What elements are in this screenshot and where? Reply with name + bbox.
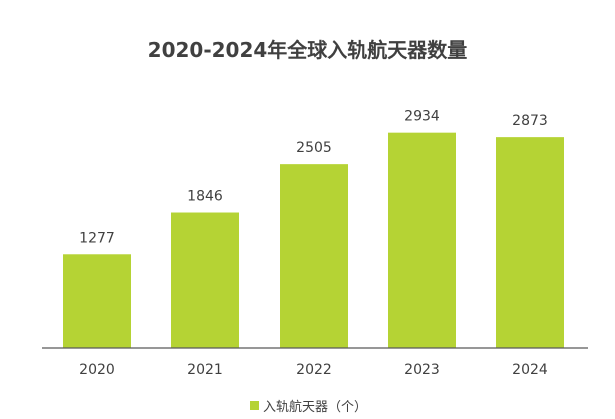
- legend-label: 入轨航天器（个）: [263, 400, 368, 415]
- data-label-2024: 2873: [512, 113, 548, 129]
- data-label-2023: 2934: [404, 109, 440, 125]
- bar-2021: [171, 212, 239, 348]
- legend: 入轨航天器（个）: [250, 396, 367, 415]
- bar-2024: [496, 137, 564, 348]
- bars-group: [63, 132, 564, 348]
- data-label-2021: 1846: [187, 189, 223, 205]
- data-labels-group: 1277 1846 2505 2934 2873: [79, 109, 548, 247]
- x-tick-label-2020: 2020: [79, 362, 115, 378]
- bar-2020: [63, 254, 131, 348]
- data-label-2020: 1277: [79, 230, 115, 246]
- chart-title: 2020-2024年全球入轨航天器数量: [147, 38, 468, 62]
- x-tick-label-2024: 2024: [512, 362, 548, 378]
- x-tick-label-2022: 2022: [296, 362, 332, 378]
- x-tick-label-2023: 2023: [404, 362, 440, 378]
- legend-swatch: [250, 401, 259, 410]
- x-tick-labels-group: 2020 2021 2022 2023 2024: [79, 362, 548, 378]
- bar-2023: [388, 132, 456, 348]
- bar-2022: [280, 164, 348, 348]
- x-tick-label-2021: 2021: [187, 362, 223, 378]
- data-label-2022: 2505: [296, 140, 332, 156]
